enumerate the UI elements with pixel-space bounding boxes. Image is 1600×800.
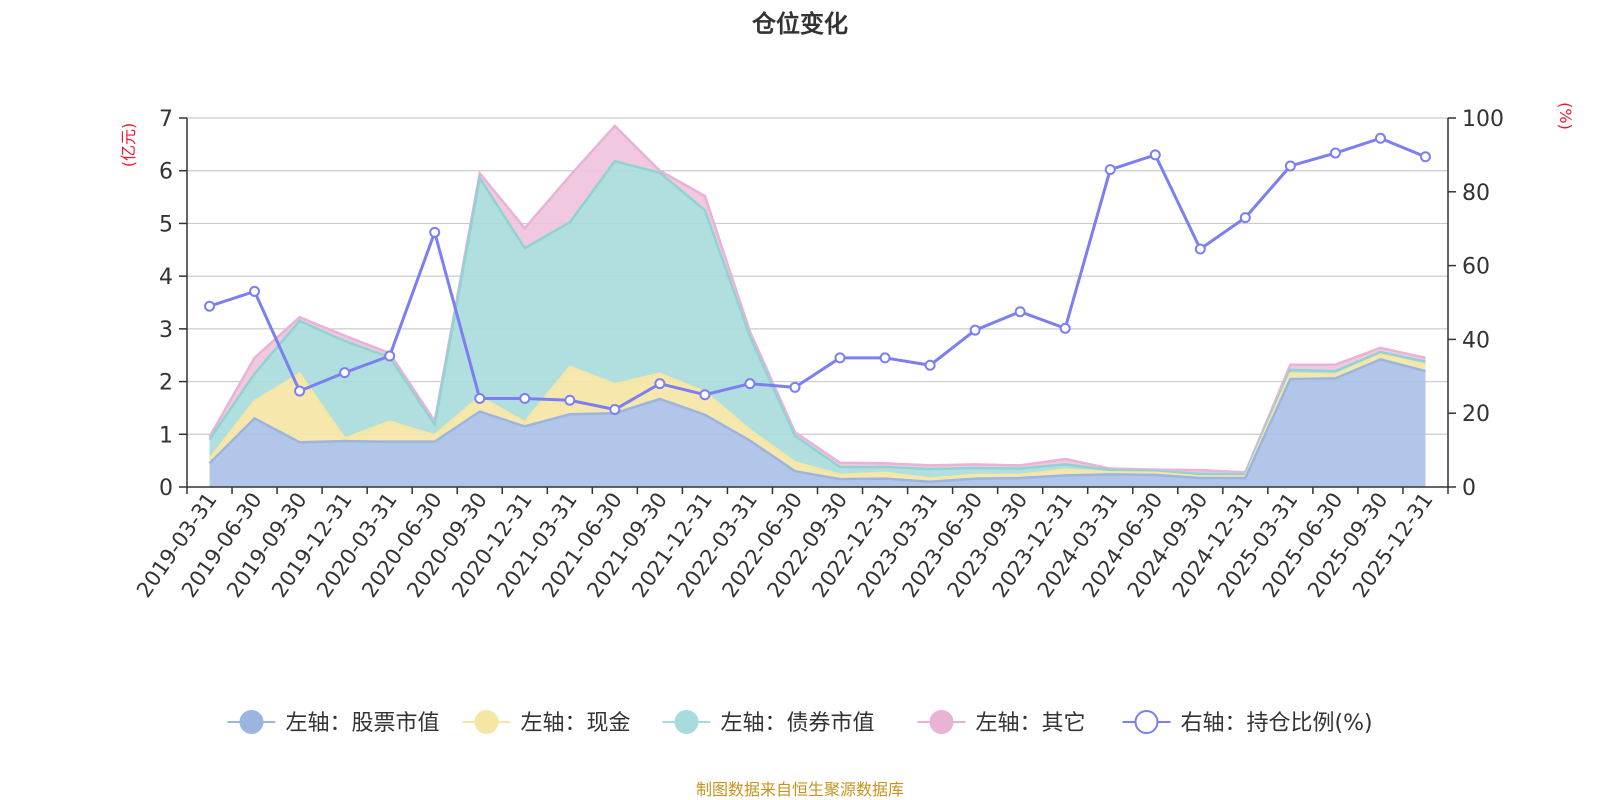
holding-ratio-point <box>339 367 351 379</box>
right-axis-tick-label: 100 <box>1462 107 1504 132</box>
left-axis-tick-label: 4 <box>159 265 173 290</box>
holding-ratio-point <box>429 226 441 238</box>
legend: 左轴：股票市值 左轴：现金 左轴：债券市值 左轴：其它 右轴：持仓比例(%) <box>227 710 1373 736</box>
holding-ratio-point <box>204 300 216 312</box>
holding-ratio-point <box>1104 164 1116 176</box>
holding-ratio-point <box>654 378 666 390</box>
holding-ratio-point <box>1194 243 1206 255</box>
right-axis-tick-label: 80 <box>1462 181 1490 206</box>
holding-ratio-point <box>924 359 936 371</box>
holding-ratio-point <box>1059 322 1071 334</box>
holding-ratio-point <box>294 385 306 397</box>
holding-ratio-point <box>969 324 981 336</box>
right-axis-tick-label: 20 <box>1462 402 1490 427</box>
holding-ratio-point <box>249 285 261 297</box>
holding-ratio-point <box>1149 149 1161 161</box>
holding-ratio-line <box>209 136 1427 412</box>
holding-ratio-point <box>1329 147 1341 159</box>
left-axis-tick-label: 2 <box>159 371 173 396</box>
legend-label: 左轴：债券市值 <box>721 711 875 736</box>
left-axis-tick-label: 0 <box>159 476 173 501</box>
other-area-edge <box>208 124 1426 474</box>
holding-ratio-point <box>744 378 756 390</box>
stock-value-area <box>209 359 1426 487</box>
holding-ratio-point <box>789 381 801 393</box>
legend-marker <box>239 710 264 734</box>
legend-label: 左轴：股票市值 <box>286 711 440 736</box>
left-axis-tick-label: 6 <box>159 160 173 185</box>
holding-ratio-point <box>1419 151 1431 163</box>
holding-ratio-point <box>834 352 846 364</box>
chart-title: 仓位变化 <box>751 10 848 38</box>
holding-ratio-point <box>1284 160 1296 172</box>
holding-ratio-point <box>1014 306 1026 318</box>
legend-label: 左轴：现金 <box>521 711 631 736</box>
bond-value-area-edge <box>208 159 1426 476</box>
right-axis-unit: (%) <box>1556 102 1575 130</box>
legend-marker <box>474 710 499 734</box>
holding-ratio-point <box>564 394 576 406</box>
holding-ratio-point <box>879 352 891 364</box>
holding-ratio-point <box>519 392 531 404</box>
left-axis-unit: (亿元) <box>119 123 138 168</box>
stacked-areas <box>208 124 1426 487</box>
right-axis-tick-label: 40 <box>1462 328 1490 353</box>
right-axis-tick-label: 0 <box>1462 476 1476 501</box>
left-axis-tick-label: 1 <box>159 423 173 448</box>
data-source-note: 制图数据来自恒生聚源数据库 <box>696 780 904 799</box>
stock-value-area-edge <box>208 358 1426 483</box>
legend-marker <box>674 710 699 734</box>
holding-ratio-point <box>474 392 486 404</box>
legend-label: 右轴：持仓比例(%) <box>1181 711 1373 736</box>
holding-ratio-point <box>1239 212 1251 224</box>
right-axis-tick-label: 60 <box>1462 255 1490 280</box>
left-axis-tick-label: 5 <box>159 212 173 237</box>
legend-marker <box>929 710 954 734</box>
legend-marker <box>1134 710 1159 734</box>
ratio-line-layer <box>204 132 1431 416</box>
holding-ratio-point <box>699 389 711 401</box>
holding-ratio-point <box>609 404 621 416</box>
holding-ratio-point <box>384 350 396 362</box>
left-axis-tick-label: 7 <box>159 107 173 132</box>
cash-area-edge <box>208 353 1426 480</box>
holding-ratio-point <box>1374 132 1386 144</box>
legend-label: 左轴：其它 <box>976 711 1086 736</box>
left-axis-tick-label: 3 <box>159 318 173 343</box>
